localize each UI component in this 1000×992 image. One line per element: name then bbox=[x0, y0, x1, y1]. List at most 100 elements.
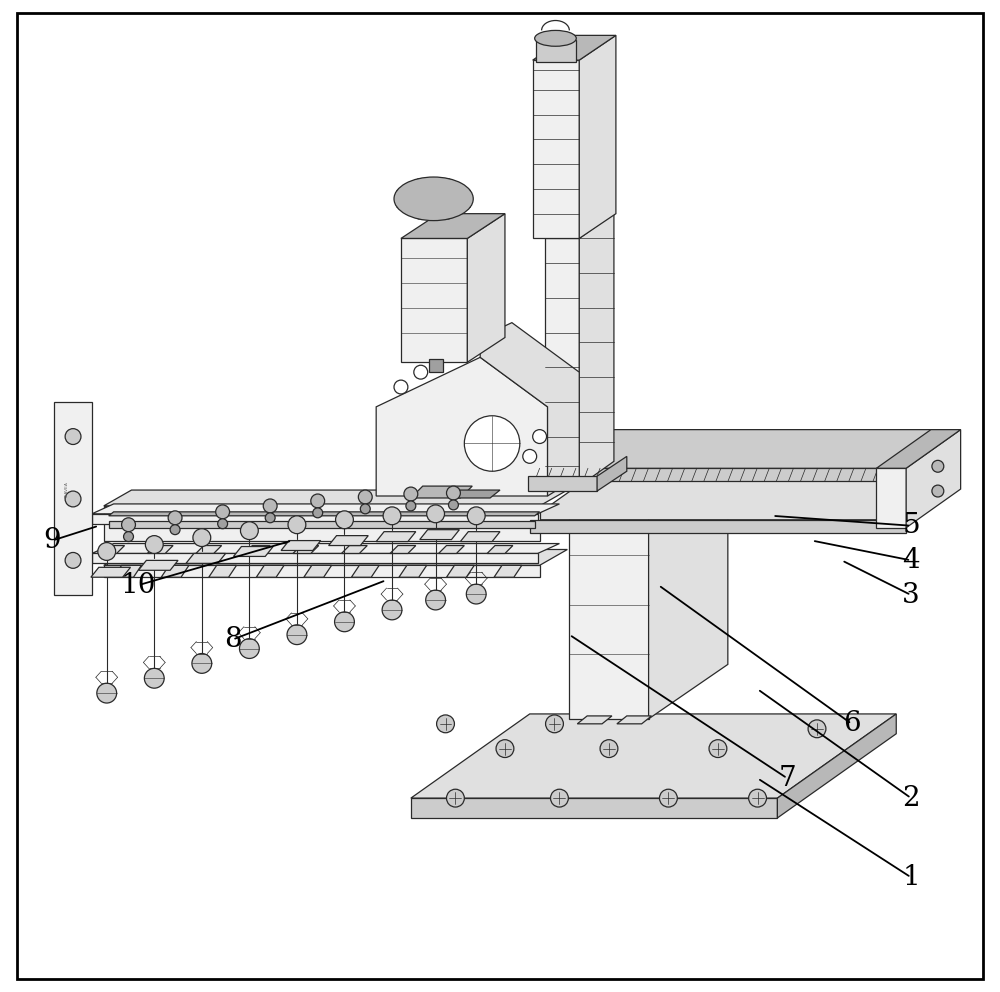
Circle shape bbox=[170, 525, 180, 535]
Polygon shape bbox=[533, 36, 616, 61]
Polygon shape bbox=[579, 213, 614, 486]
Circle shape bbox=[97, 683, 117, 703]
Polygon shape bbox=[92, 554, 538, 563]
Polygon shape bbox=[104, 490, 567, 506]
Circle shape bbox=[404, 487, 418, 501]
Circle shape bbox=[65, 553, 81, 568]
Circle shape bbox=[358, 490, 372, 504]
Circle shape bbox=[218, 519, 228, 529]
Circle shape bbox=[65, 429, 81, 444]
Text: 10: 10 bbox=[121, 571, 156, 598]
Polygon shape bbox=[376, 357, 548, 496]
Polygon shape bbox=[617, 716, 652, 724]
Circle shape bbox=[122, 518, 135, 532]
Polygon shape bbox=[91, 567, 131, 577]
Circle shape bbox=[426, 590, 446, 610]
Polygon shape bbox=[329, 536, 368, 546]
Circle shape bbox=[263, 499, 277, 513]
Polygon shape bbox=[597, 456, 627, 491]
Circle shape bbox=[335, 612, 354, 632]
Circle shape bbox=[65, 491, 81, 507]
Circle shape bbox=[414, 365, 428, 379]
Text: 9: 9 bbox=[43, 527, 61, 555]
Circle shape bbox=[447, 790, 464, 807]
Text: 1: 1 bbox=[902, 864, 920, 891]
Polygon shape bbox=[92, 504, 559, 514]
Polygon shape bbox=[876, 430, 961, 468]
Polygon shape bbox=[161, 565, 189, 577]
Circle shape bbox=[98, 543, 116, 560]
Text: TEAVEA: TEAVEA bbox=[65, 483, 69, 500]
Polygon shape bbox=[234, 547, 273, 557]
Polygon shape bbox=[777, 714, 896, 818]
Polygon shape bbox=[147, 546, 173, 554]
Text: 7: 7 bbox=[778, 765, 796, 792]
Circle shape bbox=[551, 790, 568, 807]
Polygon shape bbox=[244, 546, 270, 554]
Polygon shape bbox=[390, 546, 416, 554]
Polygon shape bbox=[439, 546, 464, 554]
Circle shape bbox=[216, 505, 230, 519]
Polygon shape bbox=[411, 714, 896, 799]
Polygon shape bbox=[528, 476, 597, 491]
Polygon shape bbox=[109, 521, 535, 528]
Polygon shape bbox=[293, 546, 319, 554]
Text: 2: 2 bbox=[902, 785, 920, 811]
Text: 6: 6 bbox=[843, 710, 860, 737]
Circle shape bbox=[533, 430, 547, 443]
Ellipse shape bbox=[394, 177, 473, 220]
Circle shape bbox=[496, 740, 514, 758]
Polygon shape bbox=[569, 432, 728, 486]
Circle shape bbox=[360, 504, 370, 514]
Polygon shape bbox=[569, 486, 649, 719]
Polygon shape bbox=[196, 546, 222, 554]
Circle shape bbox=[313, 508, 323, 518]
Circle shape bbox=[447, 486, 460, 500]
Circle shape bbox=[659, 790, 677, 807]
Polygon shape bbox=[429, 359, 443, 372]
Circle shape bbox=[192, 654, 212, 674]
Circle shape bbox=[383, 507, 401, 525]
Polygon shape bbox=[906, 430, 961, 528]
Polygon shape bbox=[545, 238, 579, 486]
Circle shape bbox=[144, 669, 164, 688]
Polygon shape bbox=[376, 532, 416, 542]
Polygon shape bbox=[579, 36, 616, 238]
Polygon shape bbox=[104, 506, 540, 541]
Polygon shape bbox=[447, 565, 474, 577]
Polygon shape bbox=[530, 430, 961, 468]
Circle shape bbox=[394, 380, 408, 394]
Circle shape bbox=[168, 511, 182, 525]
Polygon shape bbox=[99, 546, 125, 554]
Circle shape bbox=[546, 715, 563, 733]
Polygon shape bbox=[399, 565, 427, 577]
Polygon shape bbox=[351, 565, 379, 577]
Polygon shape bbox=[530, 442, 961, 481]
Polygon shape bbox=[401, 213, 505, 238]
Polygon shape bbox=[494, 565, 522, 577]
Text: 8: 8 bbox=[224, 626, 241, 653]
Polygon shape bbox=[577, 716, 612, 724]
Circle shape bbox=[464, 416, 520, 471]
Polygon shape bbox=[411, 799, 777, 818]
Polygon shape bbox=[304, 565, 332, 577]
Polygon shape bbox=[109, 512, 540, 516]
Polygon shape bbox=[54, 402, 92, 595]
Circle shape bbox=[382, 600, 402, 620]
Polygon shape bbox=[114, 565, 141, 577]
Text: 3: 3 bbox=[902, 581, 920, 608]
Circle shape bbox=[265, 513, 275, 523]
Polygon shape bbox=[411, 486, 472, 498]
Circle shape bbox=[124, 532, 133, 542]
Circle shape bbox=[406, 501, 416, 511]
Circle shape bbox=[932, 485, 944, 497]
Circle shape bbox=[311, 494, 325, 508]
Polygon shape bbox=[138, 560, 178, 570]
Polygon shape bbox=[530, 468, 906, 481]
Text: 4: 4 bbox=[902, 547, 920, 574]
Ellipse shape bbox=[535, 31, 576, 47]
Polygon shape bbox=[530, 520, 906, 533]
Circle shape bbox=[466, 584, 486, 604]
Circle shape bbox=[437, 715, 454, 733]
Circle shape bbox=[336, 511, 353, 529]
